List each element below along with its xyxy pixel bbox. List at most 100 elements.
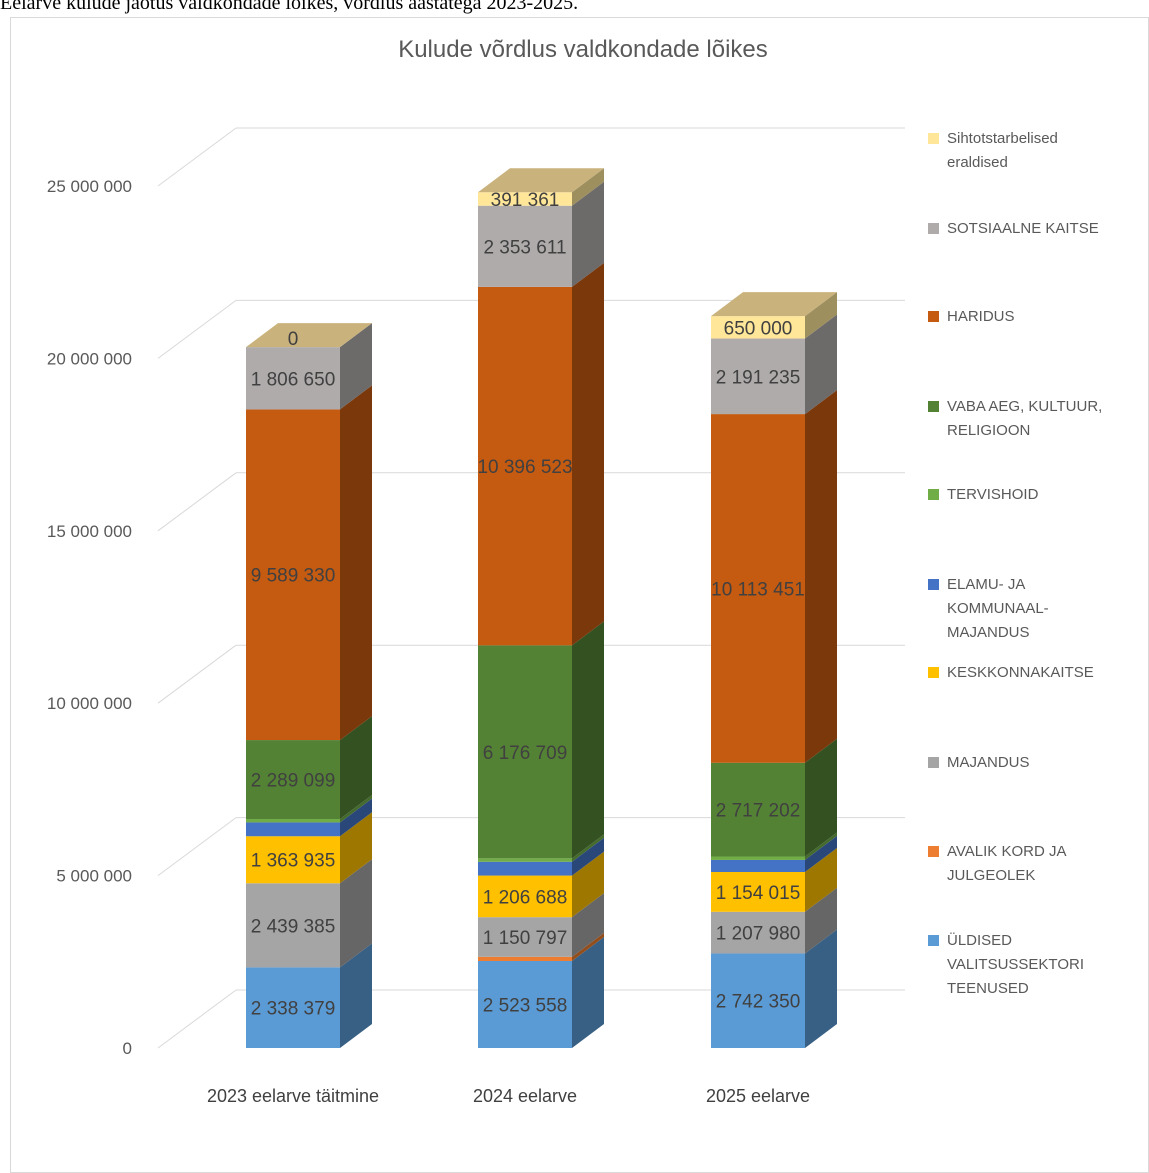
- bar-segment: [246, 347, 340, 410]
- bar-segment: [246, 822, 340, 837]
- bar-segment: [246, 883, 340, 968]
- gridline-depth: [157, 644, 237, 704]
- bar-segment: [478, 875, 572, 918]
- bar-segment: [478, 960, 572, 1048]
- bar-side-segment: [340, 943, 372, 1048]
- bar-side-segment: [805, 390, 837, 763]
- bar-segment: [478, 858, 572, 862]
- bar-segment: [711, 953, 805, 1048]
- legend-label: SOTSIAALNE KAITSE: [947, 220, 1099, 237]
- bar-segment: [711, 762, 805, 857]
- bar-side-segment: [572, 936, 604, 1048]
- bar-top-face: [711, 292, 837, 317]
- y-tick-label: 15 000 000: [47, 522, 132, 541]
- bar-side-segment: [805, 832, 837, 860]
- bar-segment: [478, 205, 572, 287]
- bar-side-segment: [572, 181, 604, 287]
- legend-label: TEENUSED: [947, 980, 1029, 997]
- bar-side-segment: [572, 834, 604, 862]
- bar-segment: [478, 192, 572, 206]
- bar-side-segment: [805, 887, 837, 954]
- x-category-label: 2023 eelarve täitmine: [207, 1086, 379, 1106]
- legend-swatch: [928, 935, 939, 946]
- gridline-depth: [157, 989, 237, 1049]
- data-label: 2 523 558: [483, 995, 568, 1016]
- legend-label: VABA AEG, KULTUUR,: [947, 398, 1102, 415]
- bar-segment: [478, 861, 572, 876]
- data-label: 6 176 709: [483, 743, 568, 764]
- bar-segment: [711, 872, 805, 912]
- bar-side-segment: [340, 859, 372, 968]
- data-label: 0: [288, 329, 299, 350]
- gridline-depth: [157, 299, 237, 359]
- bar-side-segment: [340, 385, 372, 741]
- gridline-depth: [157, 472, 237, 532]
- bar-segment: [246, 818, 340, 823]
- legend-swatch: [928, 133, 939, 144]
- bar-top-face: [478, 168, 604, 193]
- data-label: 9 589 330: [251, 566, 336, 587]
- legend-label: HARIDUS: [947, 308, 1015, 325]
- bar-segment: [711, 911, 805, 954]
- data-label: 1 363 935: [251, 851, 336, 872]
- data-label: 2 742 350: [716, 992, 801, 1013]
- data-label: 2 289 099: [251, 771, 336, 792]
- y-tick-label: 25 000 000: [47, 177, 132, 196]
- bar-side-segment: [805, 292, 837, 339]
- data-label: 10 396 523: [477, 457, 572, 478]
- gridline-depth: [157, 127, 237, 187]
- y-tick-label: 10 000 000: [47, 694, 132, 713]
- legend-swatch: [928, 311, 939, 322]
- data-label: 1 154 015: [716, 883, 801, 904]
- data-label: 650 000: [724, 318, 793, 339]
- legend-label: AVALIK KORD JA: [947, 843, 1066, 860]
- bar-top-face: [246, 323, 372, 348]
- bar-side-segment: [340, 323, 372, 410]
- bar-segment: [478, 917, 572, 957]
- bar-segment: [246, 409, 340, 741]
- y-tick-label: 0: [123, 1039, 132, 1058]
- legend-swatch: [928, 223, 939, 234]
- data-label: 2 717 202: [716, 801, 801, 822]
- data-label: 2 338 379: [251, 999, 336, 1020]
- bar-side-segment: [572, 893, 604, 957]
- legend-swatch: [928, 757, 939, 768]
- bar-segment: [478, 286, 572, 646]
- y-tick-label: 20 000 000: [47, 349, 132, 368]
- bar-side-segment: [805, 929, 837, 1048]
- bar-segment: [246, 967, 340, 1048]
- bar-segment: [478, 645, 572, 859]
- data-label: 1 206 688: [483, 887, 568, 908]
- data-label: 1 150 797: [483, 928, 568, 949]
- legend-label: TERVISHOID: [947, 486, 1039, 503]
- legend-swatch: [928, 846, 939, 857]
- data-label: 2 191 235: [716, 367, 801, 388]
- bar-side-segment: [572, 932, 604, 961]
- legend-label: ELAMU- JA: [947, 576, 1025, 593]
- data-label: 1 207 980: [716, 924, 801, 945]
- legend-label: KESKKONNAKAITSE: [947, 664, 1094, 681]
- bar-segment: [711, 856, 805, 860]
- legend-label: RELIGIOON: [947, 422, 1030, 439]
- bar-side-segment: [340, 716, 372, 819]
- legend-label: JULGEOLEK: [947, 867, 1035, 884]
- data-label: 2 439 385: [251, 916, 336, 937]
- bar-side-segment: [572, 262, 604, 646]
- bar-segment: [478, 956, 572, 961]
- x-category-label: 2024 eelarve: [473, 1086, 577, 1106]
- data-label: 1 806 650: [251, 369, 336, 390]
- bar-side-segment: [572, 837, 604, 876]
- gridline-depth: [157, 817, 237, 877]
- bar-side-segment: [340, 794, 372, 823]
- bar-side-segment: [340, 812, 372, 884]
- bar-segment: [711, 414, 805, 763]
- bar-side-segment: [572, 168, 604, 206]
- chart-title: Kulude võrdlus valdkondade lõikes: [398, 36, 768, 63]
- bar-side-segment: [340, 798, 372, 837]
- legend-label: MAJANDUS: [947, 754, 1030, 771]
- data-label: 391 361: [491, 190, 560, 211]
- legend-swatch: [928, 579, 939, 590]
- bar-segment: [711, 859, 805, 873]
- data-label: 2 353 611: [483, 237, 566, 258]
